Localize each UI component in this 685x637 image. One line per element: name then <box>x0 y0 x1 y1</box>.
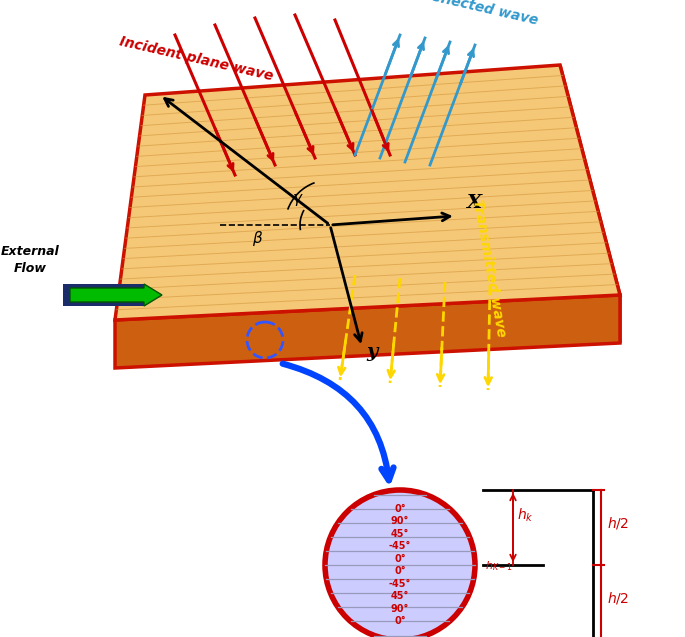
Circle shape <box>325 490 475 637</box>
FancyArrowPatch shape <box>385 41 399 75</box>
Text: $h_k$: $h_k$ <box>517 506 534 524</box>
FancyArrow shape <box>70 284 162 306</box>
Text: Reflected wave: Reflected wave <box>420 0 539 28</box>
Text: 45°: 45° <box>391 591 409 601</box>
FancyArrowPatch shape <box>410 43 423 78</box>
Text: 90°: 90° <box>391 604 409 613</box>
FancyArrowPatch shape <box>283 364 394 480</box>
Text: External: External <box>1 245 60 258</box>
Text: $h_{K-1}$: $h_{K-1}$ <box>485 559 513 573</box>
FancyArrowPatch shape <box>460 50 473 84</box>
FancyArrowPatch shape <box>335 108 353 150</box>
Text: Flow: Flow <box>14 262 47 275</box>
Text: $\beta$: $\beta$ <box>252 229 263 248</box>
Text: X: X <box>466 194 481 212</box>
Text: y: y <box>366 343 378 361</box>
FancyArrowPatch shape <box>215 129 233 169</box>
FancyArrowPatch shape <box>333 213 450 225</box>
Text: -45°: -45° <box>389 541 411 551</box>
Text: $h/2$: $h/2$ <box>607 515 630 531</box>
Polygon shape <box>115 295 620 368</box>
Text: 0°: 0° <box>394 616 406 626</box>
FancyArrowPatch shape <box>295 111 313 153</box>
Polygon shape <box>115 65 620 320</box>
FancyArrowPatch shape <box>164 99 328 224</box>
FancyArrowPatch shape <box>388 344 395 377</box>
Text: 0°: 0° <box>394 504 406 514</box>
FancyArrowPatch shape <box>338 341 346 374</box>
FancyArrowPatch shape <box>331 227 362 341</box>
FancyArrowPatch shape <box>435 48 449 82</box>
Text: 45°: 45° <box>391 529 409 539</box>
Text: 90°: 90° <box>391 517 409 526</box>
Text: Transmitted wave: Transmitted wave <box>470 198 508 338</box>
FancyBboxPatch shape <box>63 284 145 306</box>
Polygon shape <box>560 65 620 343</box>
Text: Incident plane wave: Incident plane wave <box>118 34 275 83</box>
Text: $\gamma$: $\gamma$ <box>292 192 303 208</box>
Text: -45°: -45° <box>389 578 411 589</box>
Text: $h/2$: $h/2$ <box>607 590 630 606</box>
FancyArrowPatch shape <box>437 348 444 381</box>
FancyArrowPatch shape <box>485 351 492 384</box>
Text: 0°: 0° <box>394 566 406 576</box>
Text: 0°: 0° <box>394 554 406 564</box>
FancyArrowPatch shape <box>372 110 388 150</box>
FancyArrowPatch shape <box>255 118 273 160</box>
